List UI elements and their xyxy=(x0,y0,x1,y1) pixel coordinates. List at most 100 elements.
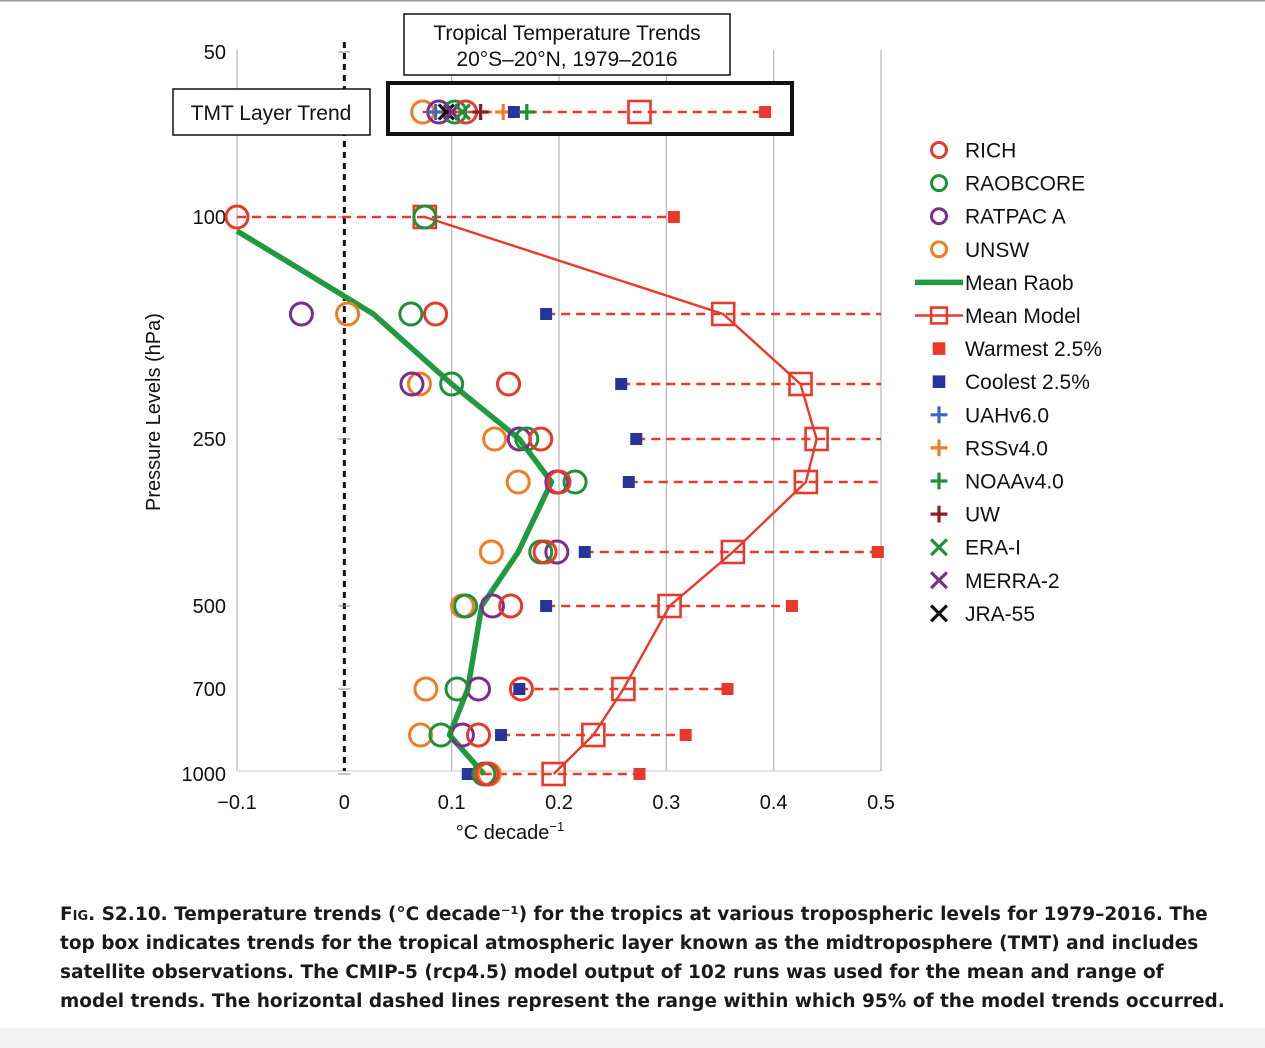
mean-model-point xyxy=(804,426,829,452)
tmt-noaav4-0-point xyxy=(518,104,535,120)
legend-label: MERRA-2 xyxy=(965,570,1060,593)
tmt-warmest-2-5-point xyxy=(759,106,772,118)
raobcore-point xyxy=(444,676,470,702)
x-tick-label: 0.5 xyxy=(867,792,895,814)
figure-border-top xyxy=(0,0,1265,2)
rich-point xyxy=(423,301,449,327)
x-axis-title-sup: −1 xyxy=(549,819,564,834)
rich-point xyxy=(508,676,534,702)
warmest-2-5-point xyxy=(871,546,884,558)
rich-point xyxy=(474,761,500,787)
title-box xyxy=(403,13,731,76)
y-tick-label: 100 xyxy=(193,207,226,229)
y-tick-label: 50 xyxy=(204,42,226,64)
coolest-2-5-point xyxy=(615,378,628,390)
ratpac-a-point xyxy=(479,593,505,619)
coolest-2-5-point xyxy=(540,308,553,320)
legend-uw-swatch xyxy=(930,505,948,523)
legend-ratpac-a-swatch xyxy=(930,207,948,226)
legend-label: ERA-I xyxy=(965,537,1021,560)
warmest-2-5-point xyxy=(785,600,798,612)
rich-point xyxy=(546,469,572,495)
temperature-trend-chart: −0.1 0 0.1 0.2 0.3 0.4 0.5 50 100 250 500 700 1000 T… xyxy=(0,0,1265,844)
figure-caption: Fig. S2.10. Temperature trends (°C decad… xyxy=(60,900,1230,1016)
legend-label: JRA-55 xyxy=(965,603,1035,626)
grid-lines xyxy=(236,50,882,771)
mean-model-point xyxy=(710,301,736,327)
unsw-point xyxy=(505,469,531,495)
x-axis-title-main: °C decade xyxy=(456,822,550,844)
raobcore-point xyxy=(439,371,465,397)
mean-model-point xyxy=(720,539,746,565)
x-tick-label: 0.2 xyxy=(545,792,573,814)
mean-model-point xyxy=(611,676,636,702)
plot-data xyxy=(224,204,884,787)
legend-label: NOAAv4.0 xyxy=(965,471,1064,494)
rich-point xyxy=(496,371,522,397)
legend-era-i-swatch xyxy=(929,538,949,557)
raobcore-point xyxy=(428,722,454,748)
tmt-label: TMT Layer Trend xyxy=(191,102,352,125)
coolest-2-5-point xyxy=(630,433,643,445)
legend-coolest-2-5-swatch xyxy=(932,375,946,388)
legend-label: RAOBCORE xyxy=(965,173,1085,196)
legend-unsw-swatch xyxy=(930,240,948,259)
tmt-era-i-point xyxy=(453,103,472,121)
coolest-2-5-point xyxy=(495,729,508,741)
unsw-point xyxy=(413,676,439,702)
coolest-2-5-point xyxy=(540,600,553,612)
warmest-2-5-point xyxy=(721,683,734,695)
legend-warmest-2-5-swatch xyxy=(932,342,946,355)
raobcore-point xyxy=(453,593,479,619)
legend-label: RATPAC A xyxy=(965,206,1066,229)
axes: −0.1 0 0.1 0.2 0.3 0.4 0.5 50 100 250 500 700 1000 xyxy=(182,42,895,814)
coolest-2-5-point xyxy=(461,768,474,780)
raobcore-point xyxy=(412,204,438,230)
mean-raob-line xyxy=(235,228,555,776)
legend-raobcore-swatch xyxy=(930,174,948,193)
mean-model-point xyxy=(581,722,606,748)
legend-label: Warmest 2.5% xyxy=(965,338,1102,361)
caption-footer-strip xyxy=(0,1028,1265,1048)
x-tick-label: 0.3 xyxy=(652,792,680,814)
legend-label: UNSW xyxy=(965,239,1029,262)
mean-model-point xyxy=(793,469,819,495)
tmt-coolest-2-5-point xyxy=(507,106,520,118)
y-tick-label: 1000 xyxy=(182,764,227,786)
mean-model-point xyxy=(541,761,566,787)
legend-mean-model-swatch xyxy=(929,306,949,325)
legend-label: Coolest 2.5% xyxy=(965,371,1090,394)
ratpac-a-point xyxy=(544,539,570,565)
x-tick-label: 0 xyxy=(339,792,350,814)
mean-model-point xyxy=(657,593,682,619)
tmt-uahv6-0-point xyxy=(427,104,444,120)
rich-point xyxy=(528,426,554,452)
ratpac-a-point xyxy=(466,676,491,702)
legend-rssv4-0-swatch xyxy=(930,439,948,457)
legend-merra-2-swatch xyxy=(929,571,949,590)
tmt-raobcore-point xyxy=(442,99,468,125)
coolest-2-5-point xyxy=(622,476,635,488)
y-tick-label: 700 xyxy=(193,679,226,701)
rich-point xyxy=(224,204,250,230)
y-tick-label: 500 xyxy=(193,596,226,618)
unsw-point xyxy=(406,371,432,397)
chart-title: Tropical Temperature Trends xyxy=(433,22,700,45)
coolest-2-5-point xyxy=(513,683,526,695)
coolest-2-5-point xyxy=(578,546,591,558)
x-tick-label: −0.1 xyxy=(217,792,256,814)
tmt-mean-model-point xyxy=(627,99,652,125)
mean-model-point xyxy=(788,371,813,397)
unsw-point xyxy=(482,426,508,452)
raobcore-point xyxy=(514,426,540,452)
y-tick-label: 250 xyxy=(193,429,226,451)
raobcore-point xyxy=(398,301,424,327)
ratpac-a-point xyxy=(399,371,425,397)
unsw-point xyxy=(478,539,504,565)
ratpac-a-point xyxy=(288,301,314,327)
warmest-2-5-point xyxy=(633,768,646,780)
legend-uahv6-0-swatch xyxy=(930,406,948,424)
y-axis-title: Pressure Levels (hPa) xyxy=(143,313,165,511)
legend-jra-55-swatch xyxy=(929,604,949,623)
legend-noaav4-0-swatch xyxy=(930,472,948,490)
